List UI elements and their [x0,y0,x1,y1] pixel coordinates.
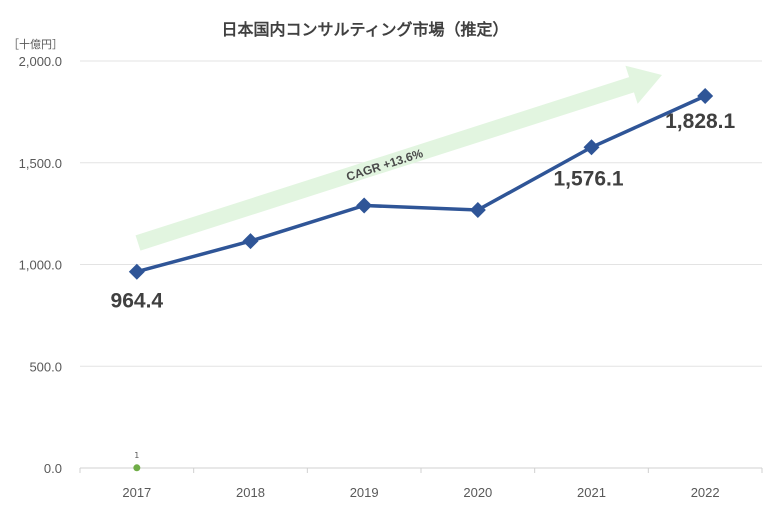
arrow-shape [135,65,662,251]
x-tick-label: 2020 [463,485,492,500]
chart-title: 日本国内コンサルティング市場（推定） [221,20,508,39]
y-tick-label: 1,500.0 [19,156,62,171]
x-tick-label: 2021 [577,485,606,500]
data-point-marker [583,139,600,156]
x-tick-label: 2017 [122,485,151,500]
x-tick-label: 2019 [350,485,379,500]
y-axis-unit-label: ［十億円］ [8,37,63,51]
series-line [136,94,706,274]
cagr-arrow: CAGR +13.6% [135,65,662,251]
data-point-marker [469,201,486,218]
data-point-marker [356,197,373,214]
secondary-data-label: 1 [134,451,139,460]
data-label: 1,828.1 [665,110,735,133]
y-tick-label: 500.0 [29,359,62,374]
x-tick-label: 2022 [691,485,720,500]
secondary-data-point [133,464,141,472]
data-point-marker [697,87,714,104]
data-label: 1,576.1 [553,167,623,190]
data-label: 964.4 [111,290,164,313]
y-tick-label: 0.0 [44,461,62,476]
y-tick-label: 2,000.0 [19,54,62,69]
y-tick-label: 1,000.0 [19,258,62,273]
data-point-marker [128,263,145,280]
data-point-marker [242,233,259,250]
x-tick-label: 2018 [236,485,265,500]
